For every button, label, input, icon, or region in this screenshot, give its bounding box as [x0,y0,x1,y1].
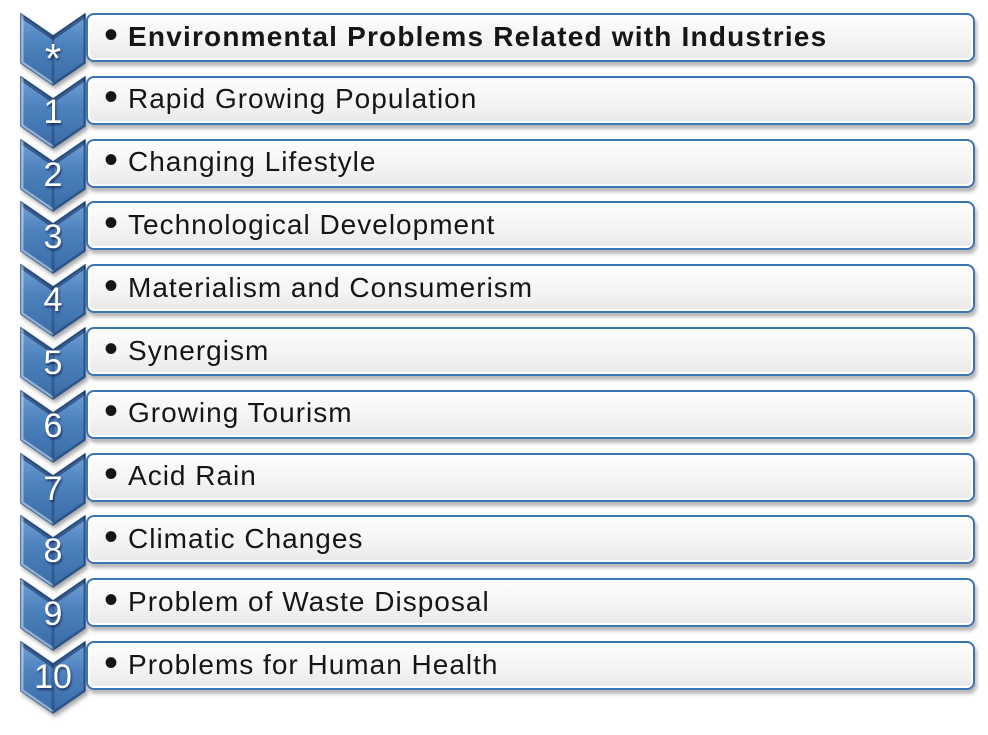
chevron-bevel-shadow [51,14,85,85]
chevron-marker-icon: * [20,13,86,86]
list-item: 5 • Synergism [20,327,975,400]
item-bar: • Synergism [86,327,975,376]
item-label: Environmental Problems Related with Indu… [128,20,828,52]
list-item: 9 • Problem of Waste Disposal [20,578,975,652]
item-label: Materialism and Consumerism [128,271,534,303]
bullet-icon: • [104,452,119,497]
list-item: 3 • Technological Development [20,201,975,275]
bullet-icon: • [104,75,119,120]
chevron-bevel-highlight [21,265,55,337]
item-bar: • Problem of Waste Disposal [86,578,975,628]
chevron-bevel-shadow [51,328,85,399]
chevron-bevel-shadow [51,265,85,337]
item-label: Climatic Changes [128,522,364,554]
chevron-shape [20,389,86,463]
chevron-notch-shadow [21,390,85,418]
item-label: Growing Tourism [128,397,353,429]
chevron-bevel-shadow [51,390,85,462]
bullet-icon: • [104,515,119,559]
bullet-icon: • [104,13,119,57]
item-label: Problem of Waste Disposal [128,585,490,617]
list-item: 1 • Rapid Growing Population [20,75,975,149]
chevron-notch-shadow [21,453,85,480]
list-item: 2 • Changing Lifestyle [20,138,975,212]
marker-label: 9 [44,595,63,633]
item-bar: • Rapid Growing Population [86,75,975,125]
chevron-bevel-highlight [21,390,55,462]
list-item: 10 • Problems for Human Health [20,641,975,714]
item-label: Acid Rain [128,460,257,492]
chevron-marker-icon: 5 [20,327,86,400]
item-label: Synergism [128,334,270,366]
chevron-notch-shadow [21,328,85,355]
bullet-icon: • [104,641,119,685]
item-label: Problems for Human Health [128,648,499,680]
marker-label: 6 [44,407,63,445]
bullet-icon: • [104,138,119,183]
chevron-shape [20,75,86,149]
marker-label: 2 [44,156,63,194]
item-bar: • Growing Tourism [86,389,975,439]
item-bar: • Environmental Problems Related with In… [86,13,975,62]
bullet-icon: • [104,327,119,371]
bullet-icon: • [104,264,119,308]
chevron-notch-shadow [21,14,85,41]
marker-label: 10 [34,658,72,696]
marker-label: 8 [44,532,63,570]
item-bar: • Technological Development [86,201,975,251]
chevron-bevel-highlight [21,328,55,399]
item-bar: • Problems for Human Health [86,641,975,690]
bullet-icon: • [104,578,119,622]
list-item: * • Environmental Problems Related with … [20,13,975,86]
chevron-shape [20,452,86,526]
chevron-shape [20,13,86,86]
chevron-notch-shadow [21,76,85,104]
chevron-bevel-highlight [21,202,55,274]
item-bar: • Changing Lifestyle [86,138,975,188]
marker-label: * [45,35,61,82]
marker-label: 3 [44,218,63,256]
bullet-icon: • [104,389,119,434]
chevron-marker-icon: 3 [20,201,86,275]
chevron-marker-icon: 9 [20,578,86,652]
marker-label: 4 [44,281,63,319]
chevron-shape [20,264,86,338]
list-item: 6 • Growing Tourism [20,389,975,463]
chevron-marker-icon: 8 [20,515,86,589]
list-item: 8 • Climatic Changes [20,515,975,589]
item-bar: • Materialism and Consumerism [86,264,975,314]
marker-label: 1 [44,93,63,131]
bullet-icon: • [104,201,119,245]
chevron-marker-icon: 10 [20,641,86,714]
marker-label: 5 [44,344,63,382]
chevron-shape [20,201,86,275]
chevron-marker-icon: 7 [20,452,86,526]
chevron-notch-shadow [21,265,85,292]
chevron-shape [20,327,86,400]
chevron-marker-icon: 4 [20,264,86,338]
item-label: Rapid Growing Population [128,83,478,115]
chevron-shape [20,515,86,589]
list-item: 7 • Acid Rain [20,452,975,526]
item-bar: • Climatic Changes [86,515,975,565]
chevron-marker-icon: 6 [20,389,86,463]
chevron-shape [20,578,86,652]
chevron-shape [20,138,86,212]
item-label: Changing Lifestyle [128,146,377,178]
chevron-marker-icon: 1 [20,75,86,149]
chevron-shape [20,641,86,714]
item-bar: • Acid Rain [86,452,975,502]
chevron-bevel-highlight [21,14,55,85]
list-item: 4 • Materialism and Consumerism [20,264,975,338]
item-label: Technological Development [128,208,496,240]
chevron-marker-icon: 2 [20,138,86,212]
marker-label: 7 [44,470,63,508]
chevron-bevel-shadow [51,202,85,274]
